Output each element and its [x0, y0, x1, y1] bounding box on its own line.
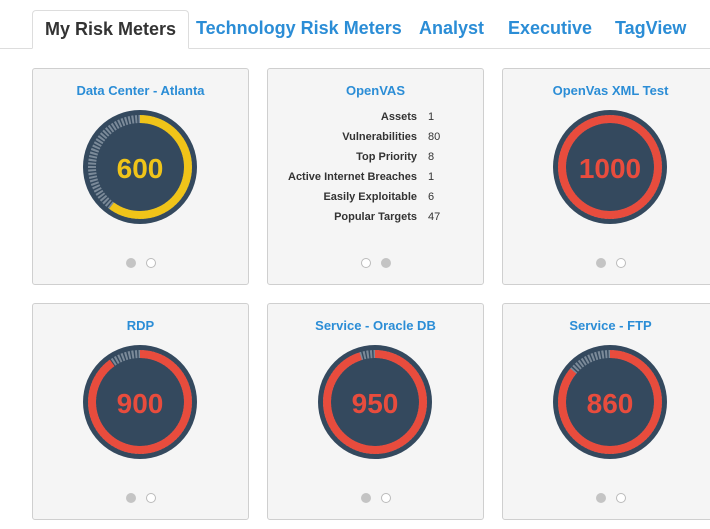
carousel-dot[interactable]	[360, 258, 371, 268]
stat-value: 6	[428, 191, 435, 203]
card-title[interactable]: Service - Oracle DB	[315, 318, 436, 333]
risk-meter-card-rdp[interactable]: RDP 900	[32, 303, 249, 520]
card-title[interactable]: Service - FTP	[569, 318, 652, 333]
carousel-dots	[503, 258, 710, 268]
risk-meter-card-openvas-xml-test[interactable]: OpenVas XML Test 1000	[502, 68, 710, 285]
risk-score-gauge: 860	[553, 345, 667, 459]
carousel-dots	[33, 493, 248, 503]
carousel-dots	[33, 258, 248, 268]
carousel-dot[interactable]	[615, 258, 626, 268]
stat-label: Top Priority	[356, 151, 417, 163]
carousel-dot[interactable]	[595, 493, 606, 503]
stat-value: 1	[428, 111, 435, 123]
carousel-dots	[503, 493, 710, 503]
stat-row-assets: Assets 1	[268, 107, 483, 127]
stat-value: 1	[428, 171, 435, 183]
tab-executive[interactable]: Executive	[508, 18, 593, 38]
gauge-score-value: 1000	[579, 153, 641, 184]
carousel-dot[interactable]	[125, 493, 136, 503]
risk-meter-card-service-ftp[interactable]: Service - FTP 860	[502, 303, 710, 520]
tab-tagview[interactable]: TagView	[615, 18, 687, 38]
carousel-dot[interactable]	[145, 493, 156, 503]
carousel-dot[interactable]	[360, 493, 371, 503]
tab-analyst[interactable]: Analyst	[419, 18, 485, 38]
stat-label: Easily Exploitable	[323, 191, 417, 203]
gauge-background	[318, 345, 432, 459]
stat-row-popular-targets: Popular Targets 47	[268, 207, 483, 227]
stat-row-active-internet-breaches: Active Internet Breaches 1	[268, 167, 483, 187]
stat-value: 8	[428, 151, 435, 163]
gauge-score-arc	[323, 350, 427, 454]
gauge-score-arc	[558, 115, 662, 219]
gauge-score-value: 860	[587, 388, 634, 419]
stat-row-vulnerabilities: Vulnerabilities 80	[268, 127, 483, 147]
gauge-score-value: 600	[117, 153, 164, 184]
carousel-dot[interactable]	[615, 493, 626, 503]
stats-list: Assets 1 Vulnerabilities 80 Top Priority 8 …	[268, 107, 483, 227]
card-title[interactable]: RDP	[126, 318, 155, 333]
gauge-score-value: 950	[352, 388, 399, 419]
gauge-background	[553, 345, 667, 459]
risk-score-gauge: 950	[318, 345, 432, 459]
stat-value: 47	[428, 211, 441, 223]
stat-row-top-priority: Top Priority 8	[268, 147, 483, 167]
gauge-background	[553, 110, 667, 224]
risk-score-gauge: 900	[83, 345, 197, 459]
carousel-dot[interactable]	[380, 493, 391, 503]
card-title[interactable]: OpenVas XML Test	[552, 83, 669, 98]
risk-score-gauge: 1000	[553, 110, 667, 224]
stat-value: 80	[428, 131, 441, 143]
carousel-dot[interactable]	[595, 258, 606, 268]
gauge-score-arc	[88, 115, 192, 219]
tab-my-risk-meters[interactable]: My Risk Meters	[32, 10, 190, 49]
stat-row-easily-exploitable: Easily Exploitable 6	[268, 187, 483, 207]
gauge-score-arc	[558, 350, 662, 454]
risk-meter-card-service-oracle-db[interactable]: Service - Oracle DB 950	[267, 303, 484, 520]
carousel-dot[interactable]	[380, 258, 391, 268]
stat-label: Assets	[380, 111, 417, 123]
risk-meter-card-openvas[interactable]: OpenVAS Assets 1 Vulnerabilities 80 Top Pr…	[267, 68, 484, 285]
stat-label: Popular Targets	[334, 211, 417, 223]
gauge-score-value: 900	[117, 388, 164, 419]
gauge-score-arc	[88, 350, 192, 454]
card-title[interactable]: OpenVAS	[346, 83, 405, 98]
tab-technology-risk-meters[interactable]: Technology Risk Meters	[196, 18, 402, 38]
gauge-background	[83, 345, 197, 459]
carousel-dot[interactable]	[125, 258, 136, 268]
risk-meter-tabs: My Risk Meters Technology Risk Meters An…	[0, 0, 710, 49]
carousel-dots	[268, 493, 483, 503]
card-title[interactable]: Data Center - Atlanta	[76, 83, 205, 98]
carousel-dots	[268, 258, 483, 268]
stat-label: Active Internet Breaches	[288, 171, 417, 183]
risk-meter-card-data-center-atlanta[interactable]: Data Center - Atlanta 600	[32, 68, 249, 285]
gauge-background	[83, 110, 197, 224]
risk-score-gauge: 600	[83, 110, 197, 224]
carousel-dot[interactable]	[145, 258, 156, 268]
stat-label: Vulnerabilities	[342, 131, 417, 143]
